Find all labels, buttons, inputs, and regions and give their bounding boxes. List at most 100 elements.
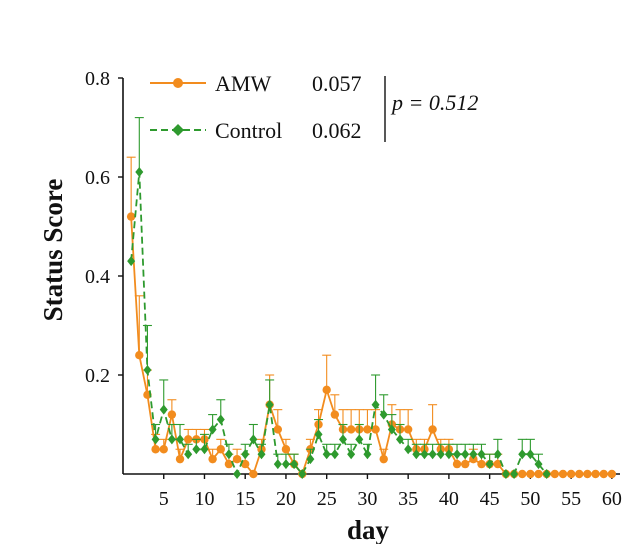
series-control [127, 117, 551, 479]
x-tick-label: 5 [159, 488, 169, 510]
legend-entry-amw: AMW 0.057 [150, 71, 362, 96]
data-point-amw [241, 459, 250, 469]
data-point-control [363, 449, 372, 460]
data-point-amw [607, 469, 617, 479]
y-axis-label: Status Score [38, 179, 68, 322]
legend-stat-control: 0.062 [312, 118, 362, 143]
data-point-control [477, 449, 486, 460]
data-point-amw [232, 454, 242, 464]
legend-label-control: Control [215, 118, 282, 143]
x-tick-label: 35 [398, 488, 418, 510]
data-point-control [461, 449, 470, 460]
data-point-amw [599, 469, 608, 479]
y-tick-label: 0.8 [85, 68, 110, 90]
data-point-control [208, 424, 217, 435]
data-point-control [241, 449, 250, 460]
data-point-amw [379, 454, 388, 464]
data-point-control [249, 434, 258, 445]
data-point-amw [208, 454, 217, 464]
data-point-amw [534, 469, 543, 479]
x-tick-label: 10 [194, 488, 214, 510]
data-point-control [355, 434, 364, 445]
data-point-control [127, 256, 136, 267]
data-point-control [453, 449, 462, 460]
x-tick-label: 50 [520, 488, 540, 510]
data-point-control [273, 459, 282, 470]
data-point-amw [249, 469, 258, 479]
data-point-amw [558, 469, 568, 479]
legend-marker-amw [173, 78, 183, 88]
legend-marker-control [172, 124, 184, 136]
data-point-control [501, 469, 510, 479]
legend-entry-control: Control 0.062 [150, 118, 362, 143]
x-tick-label: 45 [480, 488, 500, 510]
data-point-control [526, 449, 535, 460]
data-point-control [306, 454, 315, 465]
data-point-control [200, 444, 209, 455]
data-point-control [224, 449, 233, 460]
data-point-amw [126, 212, 136, 221]
x-axis-label: day [347, 515, 390, 544]
data-point-control [281, 459, 290, 470]
data-point-amw [167, 410, 177, 419]
data-point-control [135, 167, 144, 178]
legend-label-amw: AMW [215, 71, 271, 96]
data-point-control [518, 449, 527, 460]
data-point-amw [575, 469, 584, 479]
legend: AMW 0.057 Control 0.062 p = 0.512 [150, 71, 478, 143]
x-tick-label: 25 [317, 488, 337, 510]
data-point-control [371, 399, 380, 410]
data-point-control [151, 434, 160, 445]
data-point-control [184, 449, 193, 460]
data-point-amw [183, 435, 193, 444]
data-point-control [176, 434, 185, 445]
data-point-amw [518, 469, 527, 479]
data-point-control [534, 459, 543, 470]
data-point-control [290, 459, 299, 470]
data-point-control [330, 449, 339, 460]
data-point-amw [322, 385, 331, 395]
data-point-amw [346, 425, 356, 434]
data-point-control [322, 449, 331, 460]
data-point-control [265, 399, 274, 410]
data-point-control [404, 444, 413, 455]
data-point-control [510, 469, 519, 479]
data-point-amw [363, 425, 372, 434]
data-point-amw [477, 459, 486, 469]
data-point-amw [591, 469, 600, 479]
data-point-amw [526, 469, 535, 479]
data-point-amw [566, 469, 576, 479]
y-tick-label: 0.4 [85, 266, 110, 288]
data-point-amw [151, 445, 160, 454]
data-point-control [493, 449, 502, 460]
data-point-amw [403, 425, 413, 434]
data-point-control [428, 449, 437, 460]
data-point-control [387, 424, 396, 435]
data-point-amw [159, 445, 168, 454]
y-tick-label: 0.2 [85, 365, 110, 387]
data-point-amw [135, 351, 144, 360]
x-tick-label: 55 [561, 488, 581, 510]
data-point-amw [281, 445, 291, 454]
data-point-control [420, 449, 429, 460]
data-point-control [216, 414, 225, 425]
data-point-amw [460, 459, 470, 469]
x-tick-label: 15 [235, 488, 255, 510]
axes [122, 78, 620, 475]
data-point-control [314, 429, 323, 440]
data-point-control [436, 449, 445, 460]
data-point-control [338, 434, 347, 445]
data-point-control [233, 469, 242, 479]
p-value-annotation: p = 0.512 [390, 90, 478, 115]
data-point-control [444, 449, 453, 460]
legend-stat-amw: 0.057 [312, 71, 362, 96]
data-point-control [396, 434, 405, 445]
x-tick-label: 60 [602, 488, 622, 510]
data-point-amw [371, 425, 380, 434]
data-point-amw [550, 469, 560, 479]
data-point-control [412, 449, 421, 460]
data-point-amw [493, 459, 502, 469]
data-point-control [347, 449, 356, 460]
series-amw [126, 156, 617, 479]
